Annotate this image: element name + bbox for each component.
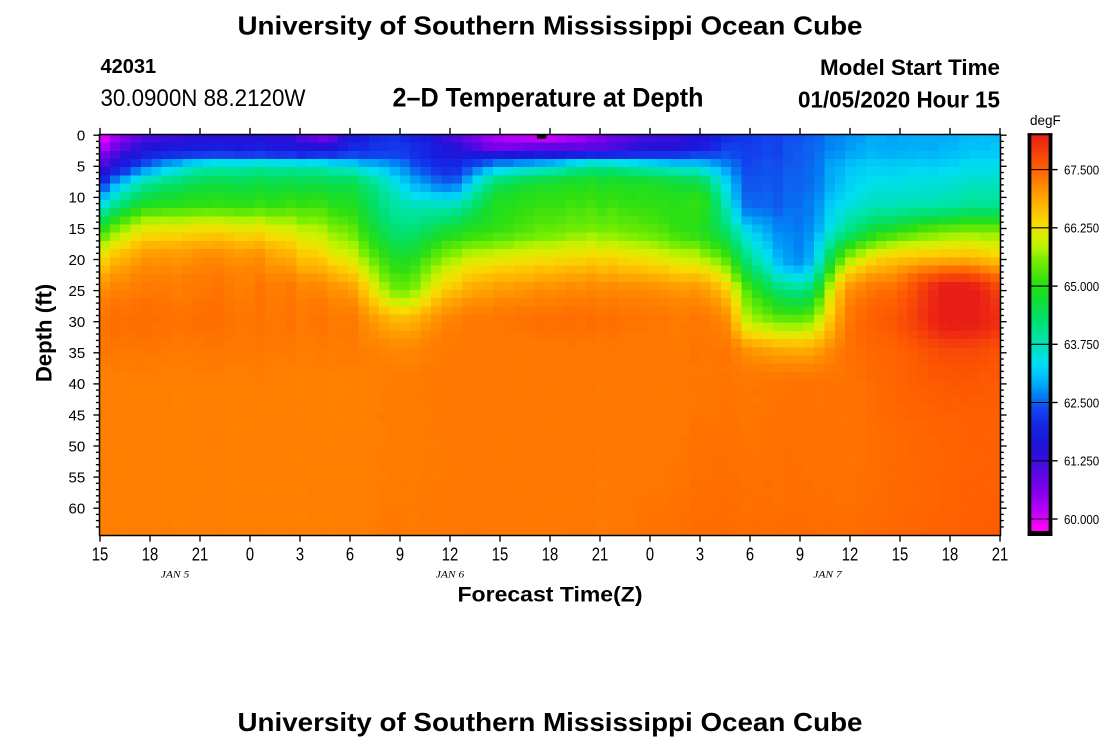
svg-text:60: 60 [69, 501, 86, 518]
svg-text:JAN 6: JAN 6 [436, 571, 465, 581]
svg-text:60.000: 60.000 [1064, 512, 1099, 527]
svg-text:21: 21 [992, 544, 1009, 565]
svg-text:67.500: 67.500 [1064, 162, 1099, 177]
svg-text:JAN 5: JAN 5 [161, 571, 190, 581]
svg-text:21: 21 [192, 544, 209, 565]
svg-text:18: 18 [142, 544, 159, 565]
svg-text:5: 5 [77, 159, 85, 176]
svg-text:35: 35 [69, 345, 86, 362]
svg-text:61.250: 61.250 [1064, 454, 1099, 469]
svg-text:10: 10 [69, 190, 86, 207]
svg-text:15: 15 [69, 221, 86, 238]
svg-text:50: 50 [69, 438, 86, 455]
svg-text:University of Southern Mississ: University of Southern Mississippi Ocean… [238, 707, 863, 737]
svg-text:63.750: 63.750 [1064, 337, 1099, 352]
svg-text:12: 12 [442, 544, 459, 565]
svg-text:degF: degF [1030, 113, 1061, 128]
svg-text:3: 3 [296, 544, 304, 565]
svg-text:12: 12 [842, 544, 859, 565]
svg-text:45: 45 [69, 407, 86, 424]
svg-text:2–D Temperature at Depth: 2–D Temperature at Depth [393, 83, 704, 113]
svg-text:30.0900N 88.2120W: 30.0900N 88.2120W [101, 85, 306, 112]
svg-text:18: 18 [542, 544, 559, 565]
svg-text:55: 55 [69, 469, 86, 486]
svg-text:62.500: 62.500 [1064, 395, 1099, 410]
svg-text:25: 25 [69, 283, 86, 300]
svg-text:15: 15 [492, 544, 509, 565]
svg-text:JAN 7: JAN 7 [813, 571, 843, 581]
svg-text:9: 9 [396, 544, 404, 565]
svg-text:30: 30 [69, 314, 86, 331]
svg-text:9: 9 [796, 544, 804, 565]
svg-text:66.250: 66.250 [1064, 221, 1099, 236]
svg-text:15: 15 [92, 544, 109, 565]
svg-text:20: 20 [69, 252, 86, 269]
svg-text:40: 40 [69, 376, 86, 393]
svg-text:18: 18 [942, 544, 959, 565]
svg-text:Depth (ft): Depth (ft) [32, 284, 57, 382]
svg-text:21: 21 [592, 544, 609, 565]
svg-text:6: 6 [746, 544, 754, 565]
svg-text:Model Start Time: Model Start Time [820, 55, 1000, 80]
svg-text:0: 0 [646, 544, 654, 565]
svg-text:Forecast Time(Z): Forecast Time(Z) [458, 584, 643, 607]
svg-text:University of Southern Mississ: University of Southern Mississippi Ocean… [238, 11, 863, 41]
svg-text:0: 0 [246, 544, 254, 565]
svg-text:65.000: 65.000 [1064, 279, 1099, 294]
svg-text:01/05/2020 Hour 15: 01/05/2020 Hour 15 [798, 87, 1000, 113]
svg-text:6: 6 [346, 544, 354, 565]
svg-text:0: 0 [77, 128, 85, 145]
svg-text:3: 3 [696, 544, 704, 565]
svg-text:42031: 42031 [101, 56, 157, 78]
svg-text:15: 15 [892, 544, 909, 565]
